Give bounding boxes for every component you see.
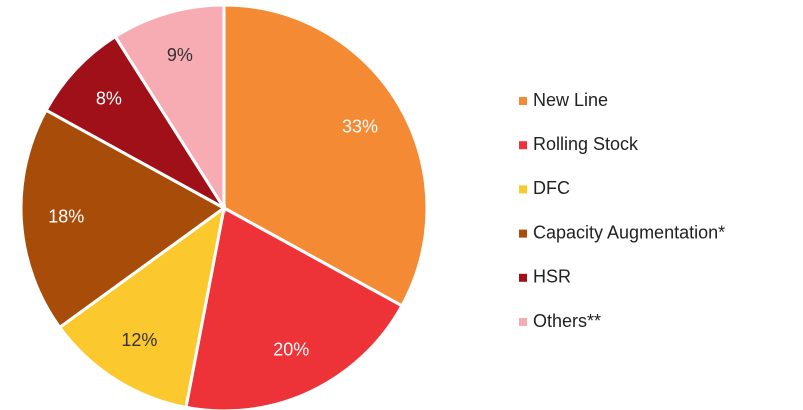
pie-slice — [184, 205, 404, 410]
legend-marker — [519, 141, 527, 150]
legend-label: Others** — [533, 311, 601, 331]
legend-marker — [519, 229, 527, 238]
legend-marker — [519, 273, 527, 282]
legend-label: DFC — [533, 178, 570, 198]
legend-marker — [519, 318, 527, 326]
pie-slice — [222, 3, 429, 308]
legend-label: HSR — [533, 267, 571, 287]
data-label: 8% — [96, 89, 122, 109]
pie-slice — [113, 3, 226, 214]
legend-label: Capacity Augmentation* — [533, 222, 725, 242]
data-label: 33% — [342, 116, 378, 136]
legend-label: New Line — [533, 90, 608, 110]
legend-label: Rolling Stock — [533, 134, 639, 154]
data-label: 9% — [167, 45, 193, 65]
data-label: 20% — [273, 340, 309, 360]
pie-slice — [57, 204, 227, 410]
pie-slice — [44, 34, 226, 210]
pie-slice — [19, 108, 227, 330]
legend-marker — [519, 97, 527, 105]
legend-marker — [519, 185, 527, 194]
data-label: 12% — [121, 330, 157, 350]
data-label: 18% — [48, 207, 84, 227]
